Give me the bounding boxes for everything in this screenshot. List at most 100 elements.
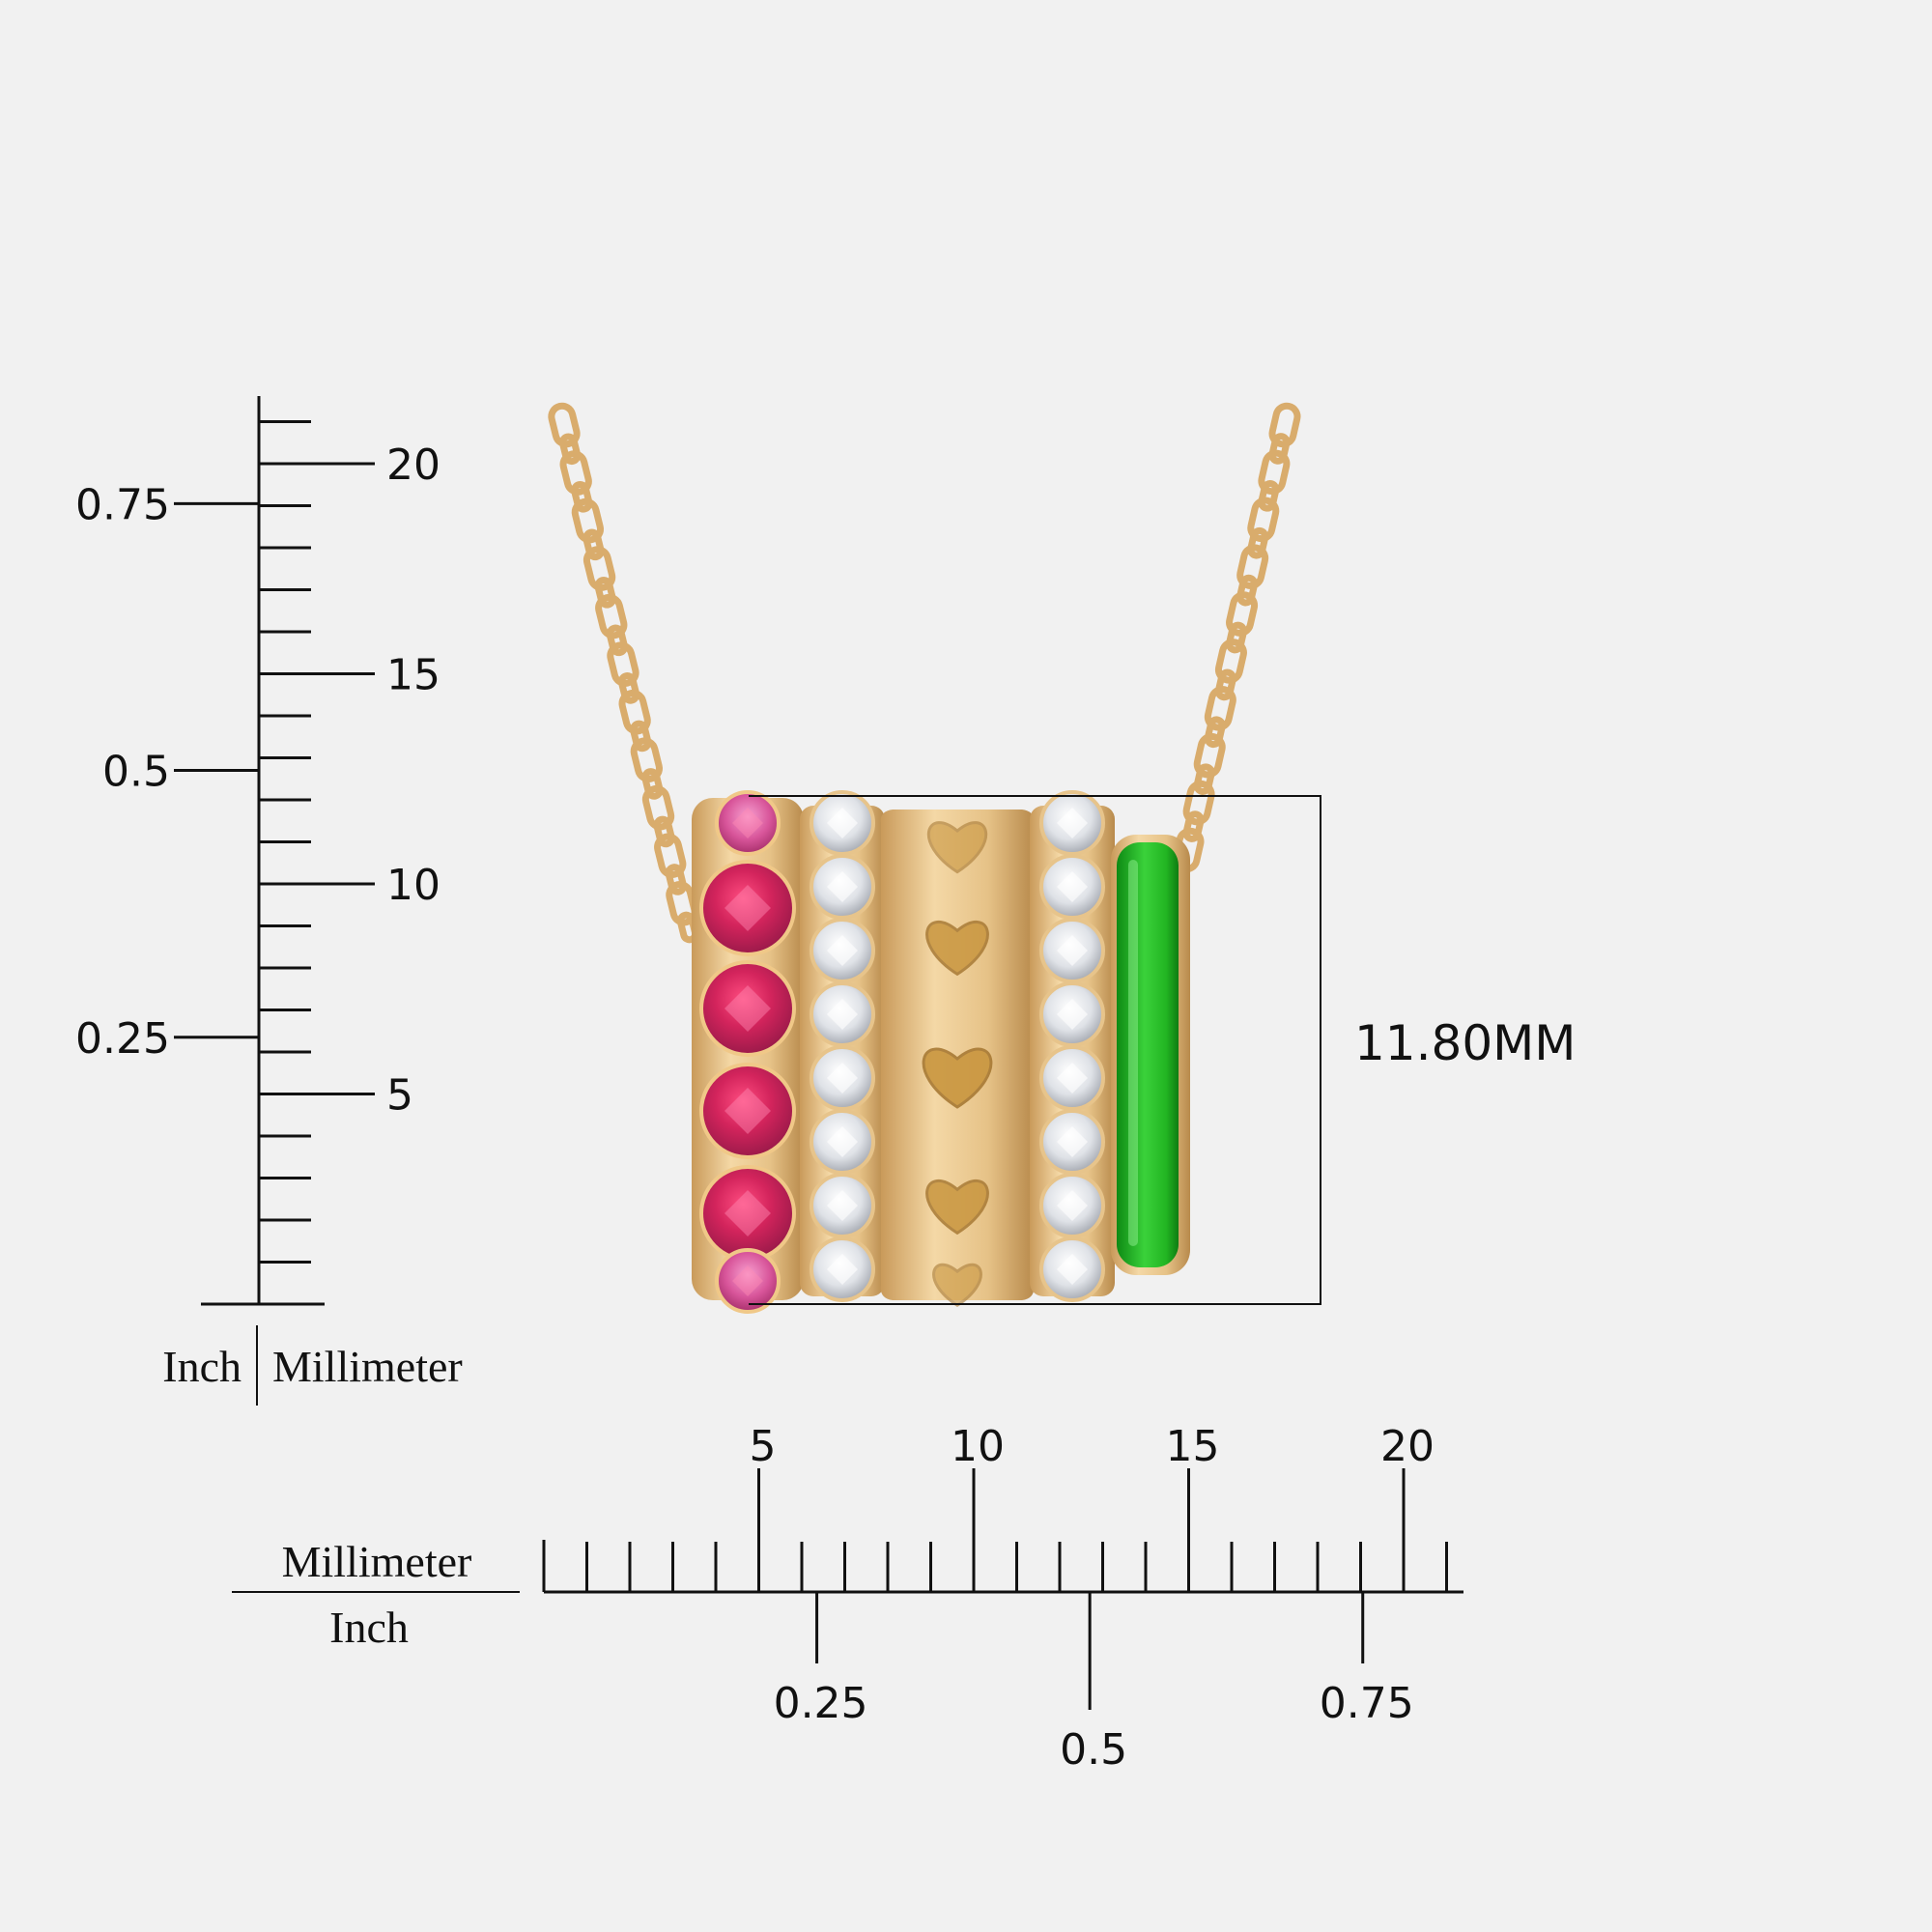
chain-link (559, 450, 592, 496)
chain-link (654, 833, 687, 878)
chain-link (571, 480, 593, 513)
vertical-inch-ticks: 0.75 0.5 0.25 (75, 480, 259, 1064)
pink-sapphire-stone (715, 790, 781, 856)
vertical-mm-label: 20 (386, 440, 440, 490)
chain-link (630, 737, 663, 782)
chain-link (618, 689, 651, 735)
vertical-unit-inch: Inch (162, 1342, 242, 1391)
chain-link (1214, 668, 1236, 701)
chain-link (1258, 480, 1280, 512)
chain-link (1193, 763, 1215, 795)
chain-link (1236, 574, 1259, 607)
chain-link (630, 720, 652, 753)
chain-link (1236, 544, 1269, 589)
heart-cutout (922, 1047, 993, 1109)
diamond-row-right (1039, 790, 1105, 1302)
chain-link (641, 784, 675, 831)
heart-cutout (926, 821, 988, 874)
pink-sapphire-stone (699, 860, 796, 956)
stone-facet (732, 808, 763, 838)
stone-facet (1057, 1190, 1088, 1221)
vertical-inch-label: 0.5 (102, 748, 170, 797)
heart-cutout (925, 920, 989, 977)
stone-facet (1057, 1254, 1088, 1285)
chain-link (548, 402, 581, 448)
chain-link (1182, 810, 1205, 842)
chain-link (665, 864, 687, 895)
chain-link (594, 577, 616, 609)
chain-link (582, 546, 616, 591)
pink-sapphire-stone (699, 1063, 796, 1159)
horizontal-unit-inch: Inch (329, 1603, 409, 1652)
chain-link (595, 593, 628, 639)
pink-sapphire-stone (715, 1248, 781, 1314)
heart-cutout (925, 1179, 989, 1236)
chain-link (617, 672, 640, 704)
stone-facet (724, 1088, 771, 1134)
height-dimension: 11.80MM (749, 795, 1576, 1305)
vertical-mm-label: 15 (386, 651, 440, 700)
green-enamel-ring (1117, 842, 1179, 1267)
chain-link (1225, 621, 1248, 654)
stone-facet (827, 871, 858, 902)
stone-facet (1057, 999, 1088, 1030)
left-chain (548, 402, 699, 944)
horizontal-mm-label: 10 (951, 1422, 1005, 1471)
stone-facet (724, 985, 771, 1032)
horizontal-mm-label: 15 (1166, 1422, 1220, 1471)
stone-facet (827, 1063, 858, 1094)
gold-heart-band (880, 810, 1035, 1300)
vertical-mm-label: 5 (386, 1071, 413, 1121)
diamond-row-left (810, 790, 875, 1302)
stone-facet (724, 1190, 771, 1236)
enamel-highlight (1128, 860, 1138, 1246)
chain-link (653, 815, 675, 848)
vertical-inch-label: 0.25 (75, 1014, 170, 1064)
stone-facet (724, 885, 771, 931)
horizontal-inch-label: 0.5 (1060, 1725, 1127, 1775)
pink-sapphire-row (699, 790, 796, 1314)
chain-link (606, 624, 629, 657)
horizontal-mm-label: 20 (1380, 1422, 1435, 1471)
chain-link (641, 768, 664, 800)
chain-link (1204, 686, 1236, 731)
chain-link (1226, 591, 1259, 637)
stone-facet (827, 1126, 858, 1157)
stone-facet (1057, 808, 1088, 838)
dimension-bracket (749, 795, 1321, 1305)
dimension-label: 11.80MM (1354, 1015, 1576, 1071)
chain-link (1193, 732, 1226, 779)
chain-link (1247, 526, 1269, 559)
chain-link (1258, 449, 1291, 496)
chain-link (1214, 639, 1247, 684)
vertical-unit-millimeter: Millimeter (272, 1342, 463, 1391)
vertical-mm-ticks: 20 15 10 5 (259, 420, 440, 1264)
stone-facet (827, 999, 858, 1030)
chain-link (571, 497, 605, 544)
vertical-inch-label: 0.75 (75, 480, 170, 529)
vertical-mm-label: 10 (386, 861, 440, 910)
stone-facet (827, 935, 858, 966)
horizontal-inch-label: 0.75 (1320, 1679, 1414, 1728)
chain-link (582, 528, 605, 561)
heart-cutout (932, 1263, 982, 1307)
stone-facet (1057, 1126, 1088, 1157)
right-chain (1172, 402, 1301, 873)
pink-sapphire-stone (699, 960, 796, 1057)
heart-cutouts (922, 821, 993, 1307)
stone-facet (1057, 1063, 1088, 1094)
chain-link (1247, 497, 1280, 543)
horizontal-ruler: 5 10 15 20 0.25 0.5 0.75 Millimeter Inch (232, 1422, 1463, 1775)
stone-facet (827, 808, 858, 838)
horizontal-mm-ticks: 5 10 15 20 (542, 1422, 1448, 1592)
horizontal-inch-label: 0.25 (774, 1679, 868, 1728)
horizontal-inch-ticks: 0.25 0.5 0.75 (774, 1592, 1414, 1775)
chain-link (558, 433, 582, 466)
vertical-ruler: 20 15 10 5 0.75 0.5 0.25 Inch Millimeter (75, 396, 463, 1406)
chain-link (607, 641, 639, 687)
chain-link (1182, 780, 1215, 826)
chain-link (1268, 402, 1301, 448)
chain-link (1268, 433, 1291, 465)
chain-link (1204, 716, 1226, 749)
